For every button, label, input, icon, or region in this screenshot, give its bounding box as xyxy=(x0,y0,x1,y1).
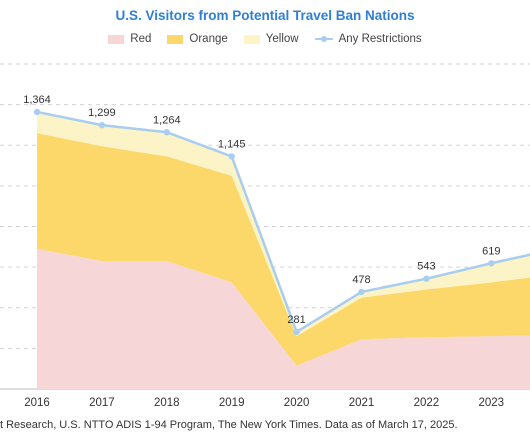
legend-swatch-red xyxy=(108,34,125,44)
data-label: 1,145 xyxy=(218,138,246,150)
legend-label-yellow: Yellow xyxy=(265,33,299,45)
legend-item-yellow: Yellow xyxy=(243,33,299,45)
area-red xyxy=(37,248,530,389)
line-point xyxy=(423,275,430,282)
x-tick-label: 2016 xyxy=(24,397,50,409)
legend-item-red: Red xyxy=(108,33,151,45)
legend-swatch-any-restrictions xyxy=(314,35,333,44)
line-point xyxy=(98,121,106,129)
data-label: 1,364 xyxy=(23,94,51,106)
x-tick-label: 2018 xyxy=(154,397,180,409)
legend: Red Orange Yellow Any Restrictions xyxy=(0,33,530,45)
data-label: 1,299 xyxy=(88,107,116,119)
legend-label-any-restrictions: Any Restrictions xyxy=(338,33,422,45)
legend-item-orange: Orange xyxy=(167,33,228,45)
legend-label-red: Red xyxy=(130,33,152,45)
x-tick-label: 2023 xyxy=(479,397,505,409)
data-label: 478 xyxy=(352,274,370,286)
x-tick-label: 2017 xyxy=(89,397,115,409)
x-tick-label: 2020 xyxy=(284,397,310,409)
chart-plot: 1,364 1,299 1,264 1,145 281 478 543 619 2016 2017… xyxy=(0,63,530,409)
line-point xyxy=(228,153,235,160)
x-tick-label: 2021 xyxy=(349,397,375,409)
area-yellow xyxy=(37,111,530,337)
data-label: 619 xyxy=(482,245,500,257)
line-point xyxy=(293,328,300,336)
area-orange xyxy=(37,133,530,366)
x-tick-label: 2022 xyxy=(414,397,440,409)
data-label: 281 xyxy=(287,314,305,326)
legend-label-orange: Orange xyxy=(189,33,228,45)
legend-swatch-yellow xyxy=(243,34,260,44)
legend-swatch-orange xyxy=(167,34,184,44)
data-label: 1,264 xyxy=(153,114,181,126)
line-point xyxy=(33,108,41,116)
chart-title: U.S. Visitors from Potential Travel Ban … xyxy=(115,8,415,23)
legend-item-any-restrictions: Any Restrictions xyxy=(314,33,422,45)
x-tick-label: 2019 xyxy=(219,397,245,409)
line-point xyxy=(163,129,170,136)
line-point xyxy=(358,288,365,296)
data-label: 543 xyxy=(417,261,435,273)
source-note: t Research, U.S. NTTO ADIS 1-94 Program,… xyxy=(0,419,458,431)
line-point xyxy=(488,260,495,267)
